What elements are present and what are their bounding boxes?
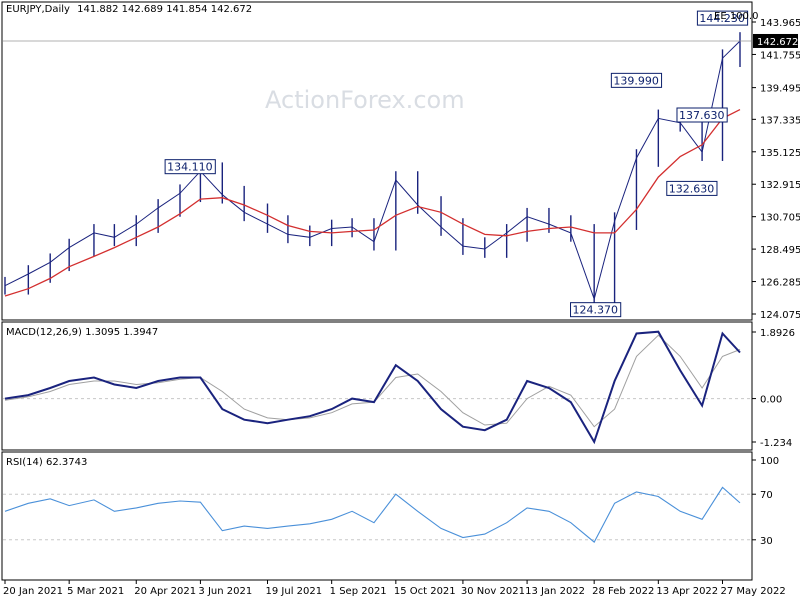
macd-line <box>4 330 741 445</box>
x-tick-label: 3 Jun 2021 <box>198 586 252 597</box>
price-annotation: 144.230 <box>699 12 745 25</box>
x-tick-label: 28 Feb 2022 <box>592 586 654 597</box>
x-axis: 20 Jan 2021 5 Mar 2021 20 Apr 2021 3 Jun 20… <box>3 580 786 597</box>
moving-average-line <box>4 109 741 297</box>
y-tick-label: 1.8926 <box>760 328 795 339</box>
x-tick-label: 19 Jul 2021 <box>266 586 323 597</box>
x-tick-label: 20 Apr 2021 <box>134 586 196 597</box>
price-annotation: 124.370 <box>573 304 619 317</box>
macd-header: MACD(12,26,9) 1.3095 1.3947 <box>6 327 158 338</box>
y-tick-label: 143.965 <box>760 18 800 29</box>
macd-panel-frame <box>1 321 753 451</box>
x-tick-label: 13 Apr 2022 <box>656 586 718 597</box>
y-tick-label: 132.915 <box>760 180 800 191</box>
price-annotation-box <box>610 72 663 88</box>
y-tick-label: 137.335 <box>760 115 800 126</box>
x-tick-label: 13 Jan 2022 <box>525 586 585 597</box>
ohlc-label: 141.882 142.689 141.854 142.672 <box>77 4 252 15</box>
y-tick-label: 70 <box>760 490 773 501</box>
corner-label: EE 100.0 <box>714 11 758 22</box>
x-tick-label: 5 Mar 2021 <box>67 586 124 597</box>
y-tick-label: 0.00 <box>760 395 782 406</box>
x-tick-label: 20 Jan 2021 <box>3 586 63 597</box>
price-annotation-box <box>164 159 216 175</box>
price-annotation: 132.630 <box>669 182 715 195</box>
price-panel-frame <box>1 1 753 321</box>
price-annotation-box <box>676 107 728 123</box>
price-panel: 143.965 141.755 139.495 137.335 135.125 132.9… <box>3 10 800 321</box>
price-line <box>4 40 741 301</box>
x-tick-label: 15 Oct 2021 <box>394 586 456 597</box>
rsi-panel: 100 70 30 <box>3 456 779 547</box>
watermark: ActionForex.com <box>265 86 465 114</box>
y-tick-label: 139.495 <box>760 84 800 95</box>
x-tick-label: 1 Sep 2021 <box>330 586 387 597</box>
price-annotation: 134.110 <box>167 161 213 174</box>
y-tick-label: 135.125 <box>760 148 800 159</box>
y-tick-label: 130.705 <box>760 213 800 224</box>
price-annotation-box <box>570 302 622 318</box>
y-tick-label: -1.234 <box>760 438 792 449</box>
last-price-label: 142.672 <box>757 37 798 48</box>
y-tick-label: 126.285 <box>760 278 800 289</box>
x-tick-label: 30 Nov 2021 <box>461 586 525 597</box>
x-tick-label: 27 May 2022 <box>721 586 786 597</box>
macd-panel: 1.8926 0.00 -1.234 <box>3 328 795 449</box>
price-annotation: 137.630 <box>679 109 725 122</box>
y-tick-label: 124.075 <box>760 310 800 321</box>
price-header: EURJPY,Daily 141.882 142.689 141.854 142… <box>6 4 252 15</box>
price-annotation-box <box>666 180 718 196</box>
y-tick-label: 128.495 <box>760 245 800 256</box>
symbol-label: EURJPY,Daily <box>6 4 70 15</box>
last-price-tag <box>753 33 798 48</box>
y-tick-label: 100 <box>760 456 779 467</box>
rsi-header: RSI(14) 62.3743 <box>6 457 87 468</box>
rsi-line <box>4 486 741 543</box>
price-annotation-box <box>696 10 749 26</box>
y-tick-label: 141.755 <box>760 50 800 61</box>
price-annotation: 139.990 <box>613 74 659 87</box>
rsi-panel-frame <box>1 451 753 581</box>
y-tick-label: 30 <box>760 536 773 547</box>
